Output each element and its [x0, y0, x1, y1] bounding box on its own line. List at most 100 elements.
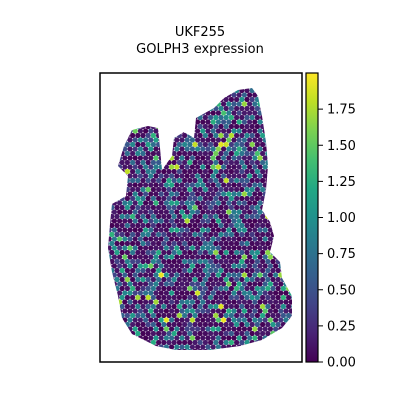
expression-spot — [218, 105, 224, 112]
expression-spot — [171, 249, 177, 256]
expression-spot — [208, 141, 214, 148]
expression-spot — [202, 204, 208, 211]
expression-spot — [163, 254, 169, 260]
expression-spot — [252, 200, 258, 206]
expression-spot — [179, 227, 185, 233]
expression-spot — [124, 141, 130, 148]
expression-spot — [247, 299, 253, 305]
expression-spot — [228, 240, 234, 247]
expression-spot — [215, 227, 221, 233]
expression-spot — [182, 249, 188, 256]
expression-spot — [215, 164, 221, 170]
expression-spot — [124, 159, 130, 166]
expression-spot — [130, 150, 136, 157]
expression-spot — [241, 335, 247, 341]
expression-spot — [153, 173, 159, 179]
expression-spot — [187, 150, 193, 157]
expression-spot — [244, 321, 250, 328]
expression-spot — [197, 213, 203, 220]
expression-spot — [169, 335, 175, 341]
expression-spot — [226, 209, 232, 215]
expression-spot — [241, 308, 247, 314]
expression-spot — [249, 222, 255, 229]
expression-spot — [114, 204, 120, 211]
expression-spot — [244, 249, 250, 256]
expression-spot — [148, 290, 154, 296]
expression-spot — [223, 96, 229, 103]
expression-spot — [143, 164, 149, 170]
expression-spot — [119, 204, 125, 211]
expression-spot — [257, 290, 263, 296]
expression-spot — [236, 335, 242, 341]
expression-spot — [158, 281, 164, 287]
expression-spot — [221, 128, 227, 134]
expression-spot — [249, 123, 255, 130]
expression-spot — [169, 182, 175, 188]
expression-spot — [158, 173, 164, 179]
expression-spot — [200, 164, 206, 170]
expression-spot — [145, 195, 151, 202]
expression-spot — [252, 173, 258, 179]
expression-spot — [122, 281, 128, 287]
expression-spot — [132, 173, 138, 179]
expression-spot — [226, 335, 232, 341]
expression-spot — [244, 276, 250, 283]
expression-spot — [187, 213, 193, 220]
expression-spot — [187, 177, 193, 184]
expression-spot — [189, 236, 195, 242]
expression-spot — [109, 240, 115, 247]
expression-spot — [260, 330, 266, 337]
expression-spot — [143, 281, 149, 287]
expression-spot — [213, 258, 219, 265]
expression-spot — [260, 240, 266, 247]
expression-spot — [182, 285, 188, 292]
expression-spot — [166, 276, 172, 283]
expression-spot — [213, 240, 219, 247]
expression-spot — [150, 186, 156, 193]
expression-spot — [260, 231, 266, 238]
expression-spot — [124, 303, 130, 310]
expression-spot — [171, 312, 177, 319]
expression-spot — [275, 312, 281, 319]
expression-spot — [249, 258, 255, 265]
expression-spot — [247, 245, 253, 251]
expression-spot — [150, 312, 156, 319]
expression-spot — [176, 276, 182, 283]
expression-spot — [267, 263, 273, 269]
expression-spot — [130, 312, 136, 319]
expression-spot — [249, 141, 255, 148]
expression-spot — [257, 164, 263, 170]
expression-spot — [197, 276, 203, 283]
expression-spot — [262, 164, 268, 170]
expression-spot — [247, 326, 253, 332]
expression-spot — [210, 218, 216, 224]
expression-spot — [234, 168, 240, 175]
expression-spot — [215, 137, 221, 143]
expression-spot — [137, 146, 143, 152]
expression-spot — [244, 159, 250, 166]
expression-spot — [208, 132, 214, 139]
expression-spot — [119, 249, 125, 256]
expression-spot — [130, 177, 136, 184]
expression-spot — [166, 339, 172, 346]
expression-spot — [140, 258, 146, 265]
expression-spot — [223, 339, 229, 346]
expression-spot — [270, 258, 276, 265]
expression-spot — [127, 236, 133, 242]
expression-spot — [189, 164, 195, 170]
expression-spot — [197, 123, 203, 130]
expression-spot — [239, 249, 245, 256]
expression-spot — [189, 245, 195, 251]
expression-spot — [145, 132, 151, 139]
expression-spot — [254, 276, 260, 283]
expression-spot — [205, 290, 211, 296]
expression-spot — [127, 227, 133, 233]
expression-spot — [236, 272, 242, 278]
expression-spot — [234, 294, 240, 301]
expression-spot — [156, 249, 162, 256]
expression-spot — [218, 195, 224, 202]
expression-spot — [174, 245, 180, 251]
expression-spot — [179, 146, 185, 152]
expression-spot — [130, 195, 136, 202]
expression-spot — [210, 290, 216, 296]
